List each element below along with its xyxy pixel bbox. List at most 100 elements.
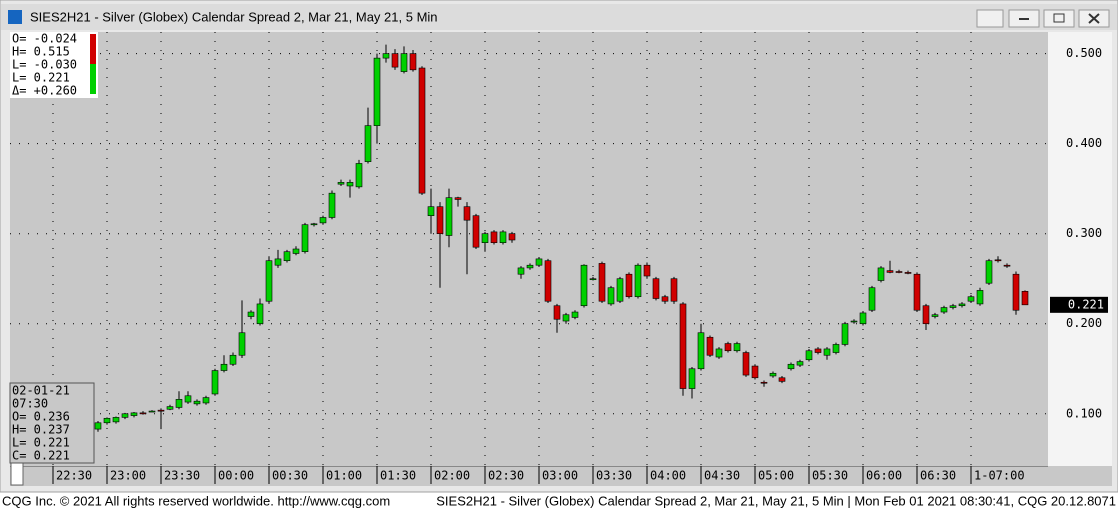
last-price-box <box>1050 296 1108 313</box>
maximize-button[interactable] <box>1043 9 1075 28</box>
info-top-line: H= 0.515 <box>12 45 70 59</box>
plot <box>10 32 1048 466</box>
window-title: SIES2H21 - Silver (Globex) Calendar Spre… <box>30 9 438 24</box>
candle-body <box>760 381 768 384</box>
candle-body <box>364 125 372 162</box>
candle-body <box>463 206 471 221</box>
candle-body <box>301 224 309 253</box>
x-tick-label: 03:00 <box>542 469 578 483</box>
info-box-bottom <box>9 382 95 464</box>
candle-body <box>427 206 435 216</box>
candle-body <box>688 368 696 389</box>
candle-body <box>418 67 426 194</box>
candle-body <box>508 233 516 241</box>
candle-body <box>562 314 570 322</box>
candle-body <box>886 270 894 273</box>
x-tick-label: 01:00 <box>326 469 362 483</box>
candle-body <box>868 287 876 311</box>
candle-body <box>571 311 579 318</box>
range-bar-down <box>90 34 96 64</box>
candle-body <box>409 53 417 71</box>
candle-body <box>310 223 318 226</box>
scroll-handle[interactable] <box>10 460 24 486</box>
x-tick-label: 1-07:00 <box>974 469 1025 483</box>
info-top-line: O= -0.024 <box>12 32 77 46</box>
time-axis <box>10 466 1112 486</box>
candle-body <box>391 53 399 68</box>
candle-body <box>670 278 678 302</box>
candle-body <box>319 217 327 224</box>
price-axis <box>1048 32 1112 466</box>
x-tick-label: 00:00 <box>218 469 254 483</box>
candle-body <box>850 320 858 323</box>
link-button[interactable] <box>976 9 1004 28</box>
candle-body <box>580 264 588 307</box>
candle-body <box>733 343 741 352</box>
info-bottom-line: 02-01-21 <box>12 384 70 398</box>
candle-body <box>355 163 363 188</box>
candle-body <box>283 251 291 262</box>
candle-body <box>202 397 210 404</box>
candle-body <box>940 307 948 313</box>
candle-body <box>823 348 831 356</box>
candle-body <box>1021 291 1029 306</box>
candle-body <box>274 258 282 266</box>
info-top-line: L= 0.221 <box>12 71 70 85</box>
candle-body <box>184 395 192 403</box>
candle-body <box>229 354 237 365</box>
footer-right: SIES2H21 - Silver (Globex) Calendar Spre… <box>436 493 1116 508</box>
candle-body <box>643 264 651 277</box>
candle-body <box>625 273 633 298</box>
candle-body <box>976 290 984 305</box>
candle-body <box>472 215 480 248</box>
candle-body <box>805 350 813 361</box>
candle-body <box>445 197 453 236</box>
y-tick-label: 0.500 <box>1066 46 1102 60</box>
x-tick-label: 05:00 <box>758 469 794 483</box>
info-bottom-line: O= 0.236 <box>12 410 70 424</box>
candle-body <box>328 192 336 218</box>
candle-body <box>1012 273 1020 311</box>
candle-body <box>787 363 795 370</box>
candle-body <box>139 412 147 415</box>
candle-body <box>130 412 138 416</box>
candle-body <box>517 267 525 275</box>
title-bar <box>1 4 1117 30</box>
candle-body <box>94 422 102 430</box>
maximize-glyph <box>1053 13 1065 23</box>
candle-body <box>598 263 606 302</box>
candle-body <box>382 53 390 59</box>
candle-body <box>706 336 714 356</box>
candle-body <box>373 57 381 126</box>
candle-body <box>859 312 867 325</box>
candle-body <box>769 372 777 377</box>
info-top-line: L= -0.030 <box>12 58 77 72</box>
candle-body <box>535 258 543 266</box>
time-axis-line <box>10 466 1048 467</box>
footer-left: CQG Inc. © 2021 All rights reserved worl… <box>2 493 390 508</box>
candle-body <box>157 409 165 412</box>
x-tick-label: 04:30 <box>704 469 740 483</box>
range-bar-up <box>90 64 96 94</box>
x-tick-label: 23:00 <box>110 469 146 483</box>
candle-body <box>499 231 507 243</box>
candle-body <box>292 248 300 254</box>
candle-body <box>220 363 228 371</box>
candle-body <box>238 332 246 356</box>
plot-area <box>10 32 1048 466</box>
candle-body <box>436 206 444 234</box>
candle-body <box>697 332 705 370</box>
info-top-line: Δ= +0.260 <box>12 84 77 98</box>
candle-body <box>958 303 966 307</box>
candle-body <box>1003 264 1011 267</box>
info-bottom-line: C= 0.221 <box>12 449 70 463</box>
y-tick-label: 0.100 <box>1066 406 1102 420</box>
candle-body <box>679 303 687 389</box>
x-tick-label: 22:30 <box>56 469 92 483</box>
x-tick-label: 02:30 <box>488 469 524 483</box>
x-tick-label: 23:30 <box>164 469 200 483</box>
last-price-label: 0.221 <box>1068 297 1104 311</box>
candle-body <box>931 314 939 317</box>
candle-body <box>607 287 615 305</box>
candle-body <box>166 406 174 410</box>
